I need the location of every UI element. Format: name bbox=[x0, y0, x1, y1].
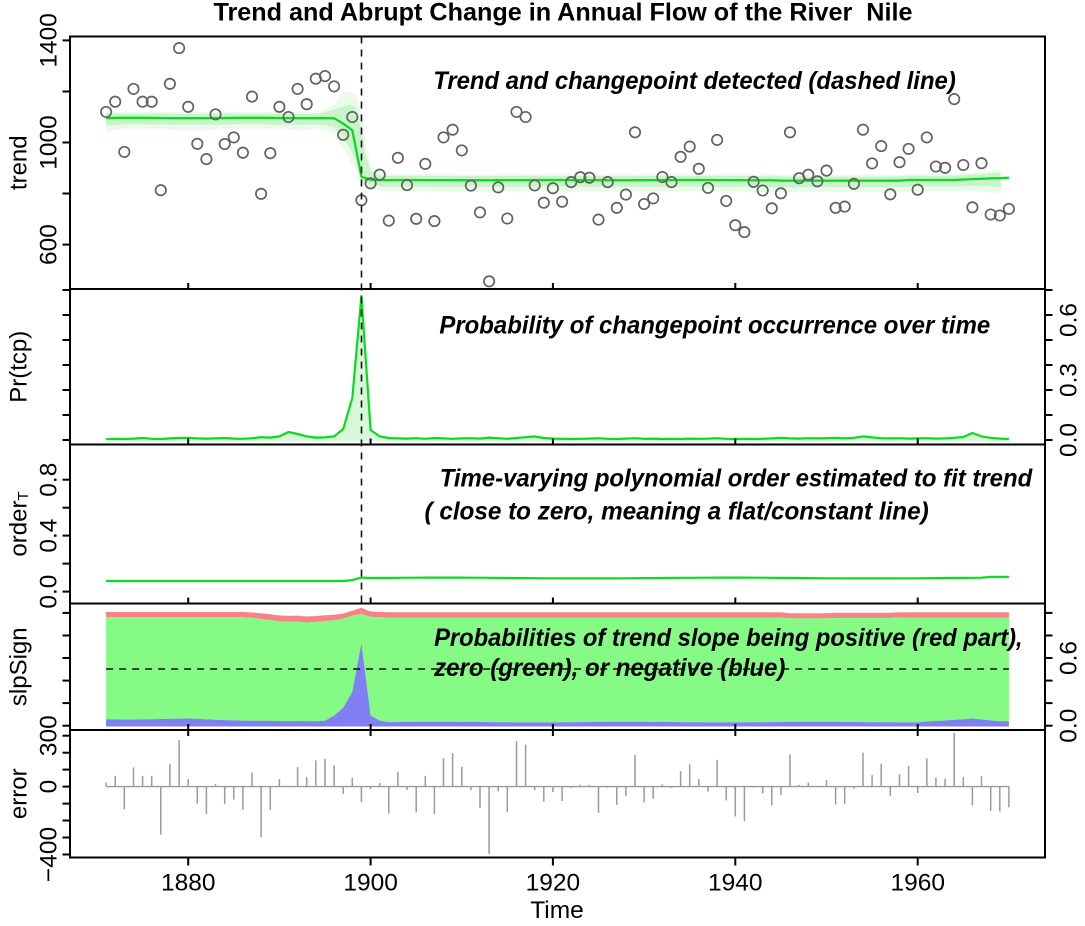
svg-text:zero (green), or negative (blu: zero (green), or negative (blue) bbox=[433, 654, 785, 682]
svg-text:Trend and Abrupt Change in Ann: Trend and Abrupt Change in Annual Flow o… bbox=[214, 0, 913, 27]
svg-text:0.0: 0.0 bbox=[1056, 709, 1083, 743]
svg-text:0.6: 0.6 bbox=[1056, 641, 1083, 675]
svg-text:0.4: 0.4 bbox=[36, 519, 63, 553]
svg-text:0.3: 0.3 bbox=[1056, 363, 1083, 397]
svg-text:Time: Time bbox=[530, 897, 584, 924]
svg-text:0.0: 0.0 bbox=[36, 575, 63, 609]
svg-text:1400: 1400 bbox=[36, 13, 63, 68]
svg-text:0.8: 0.8 bbox=[36, 463, 63, 497]
svg-text:Pr(tcp): Pr(tcp) bbox=[6, 331, 33, 403]
svg-text:1880: 1880 bbox=[161, 870, 216, 897]
svg-text:1900: 1900 bbox=[343, 870, 398, 897]
svg-text:−400: −400 bbox=[36, 827, 63, 882]
svg-text:Time-varying polynomial order: Time-varying polynomial order estimated … bbox=[440, 464, 1033, 492]
svg-text:1920: 1920 bbox=[526, 870, 581, 897]
svg-text:trend: trend bbox=[6, 135, 33, 190]
svg-text:error: error bbox=[6, 768, 33, 819]
svg-text:slpSign: slpSign bbox=[6, 627, 33, 706]
svg-text:Trend and changepoint detected: Trend and changepoint detected (dashed l… bbox=[433, 67, 956, 95]
svg-text:Probabilities of trend slope b: Probabilities of trend slope being posit… bbox=[434, 624, 1023, 652]
svg-text:0.0: 0.0 bbox=[1056, 423, 1083, 457]
svg-text:0: 0 bbox=[36, 780, 63, 794]
svg-text:300: 300 bbox=[36, 715, 63, 756]
svg-text:1000: 1000 bbox=[36, 115, 63, 170]
svg-text:( close to zero, meaning a fla: ( close to zero, meaning a flat/constant… bbox=[425, 498, 929, 526]
svg-text:1960: 1960 bbox=[890, 870, 945, 897]
svg-text:orderT: orderT bbox=[6, 491, 33, 556]
svg-text:0.6: 0.6 bbox=[1056, 303, 1083, 337]
svg-text:600: 600 bbox=[36, 224, 63, 265]
svg-text:1940: 1940 bbox=[708, 870, 763, 897]
svg-text:Probability of changepoint occ: Probability of changepoint occurrence ov… bbox=[439, 311, 990, 339]
